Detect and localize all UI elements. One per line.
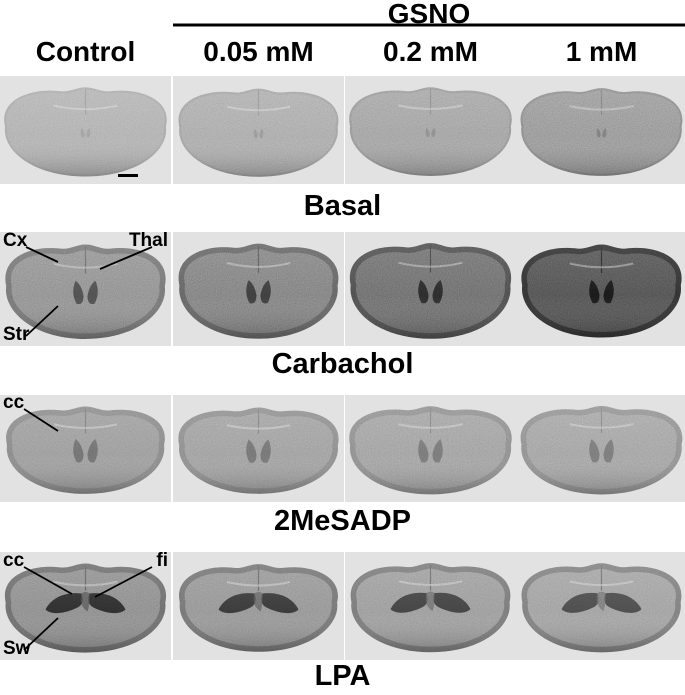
svg-text:cc: cc	[3, 392, 25, 413]
svg-text:cc: cc	[3, 550, 25, 571]
svg-text:Str: Str	[3, 324, 30, 345]
svg-text:Cx: Cx	[3, 230, 28, 251]
svg-text:fi: fi	[156, 550, 168, 571]
